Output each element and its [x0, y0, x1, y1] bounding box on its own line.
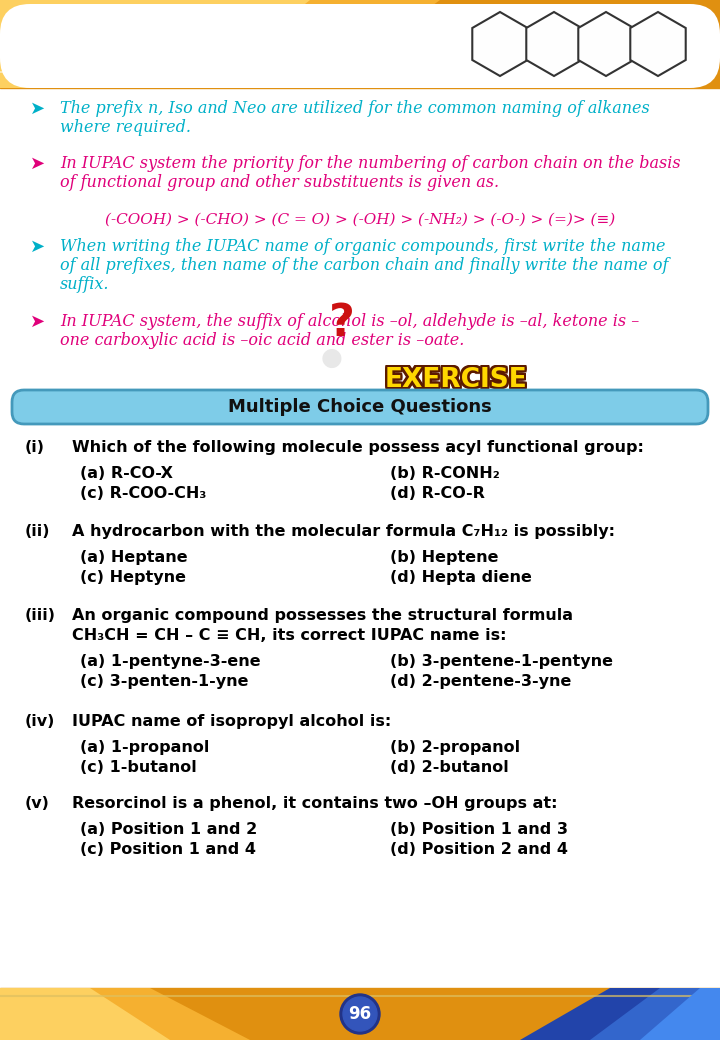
Text: EXERCISE: EXERCISE: [387, 367, 530, 393]
Text: 96: 96: [348, 1005, 372, 1023]
Text: EXERCISE: EXERCISE: [385, 365, 528, 391]
Text: An organic compound possesses the structural formula: An organic compound possesses the struct…: [72, 608, 573, 623]
Text: (a) Position 1 and 2: (a) Position 1 and 2: [80, 822, 257, 837]
Text: ➤: ➤: [30, 155, 45, 173]
Text: (b) 3-pentene-1-pentyne: (b) 3-pentene-1-pentyne: [390, 654, 613, 669]
Text: (a) 1-propanol: (a) 1-propanol: [80, 740, 210, 755]
Text: EXERCISE: EXERCISE: [386, 369, 528, 395]
Text: ●: ●: [321, 346, 343, 370]
Text: EXERCISE: EXERCISE: [383, 366, 526, 392]
Text: When writing the IUPAC name of organic compounds, first write the name: When writing the IUPAC name of organic c…: [60, 238, 665, 255]
Text: (a) 1-pentyne-3-ene: (a) 1-pentyne-3-ene: [80, 654, 261, 669]
Polygon shape: [590, 988, 720, 1040]
Text: EXERCISE: EXERCISE: [383, 369, 526, 395]
Text: (d) 2-butanol: (d) 2-butanol: [390, 760, 509, 775]
Text: CH₃CH = CH – C ≡ CH, its correct IUPAC name is:: CH₃CH = CH – C ≡ CH, its correct IUPAC n…: [72, 628, 506, 643]
Text: Which of the following molecule possess acyl functional group:: Which of the following molecule possess …: [72, 440, 644, 456]
Text: of all prefixes, then name of the carbon chain and finally write the name of: of all prefixes, then name of the carbon…: [60, 257, 668, 274]
Text: EXERCISE: EXERCISE: [384, 369, 527, 395]
Text: EXERCISE: EXERCISE: [384, 366, 527, 392]
Polygon shape: [578, 12, 634, 76]
Text: (b) Heptene: (b) Heptene: [390, 550, 498, 565]
Polygon shape: [0, 988, 170, 1040]
Polygon shape: [0, 988, 250, 1040]
Text: of functional group and other substituents is given as.: of functional group and other substituen…: [60, 174, 499, 191]
Text: EXERCISE: EXERCISE: [386, 368, 528, 394]
FancyBboxPatch shape: [0, 4, 720, 88]
Text: Multiple Choice Questions: Multiple Choice Questions: [228, 398, 492, 416]
Text: EXERCISE: EXERCISE: [384, 368, 527, 394]
Text: (c) 1-butanol: (c) 1-butanol: [80, 760, 197, 775]
Polygon shape: [630, 12, 685, 76]
Text: ➤: ➤: [30, 100, 45, 118]
Polygon shape: [0, 0, 440, 88]
Text: Resorcinol is a phenol, it contains two –OH groups at:: Resorcinol is a phenol, it contains two …: [72, 796, 557, 811]
Bar: [0, 0, 720, 88]
Text: (iv): (iv): [25, 714, 55, 729]
Text: EXERCISE: EXERCISE: [387, 369, 530, 395]
FancyBboxPatch shape: [12, 390, 708, 424]
Text: (d) R-CO-R: (d) R-CO-R: [390, 486, 485, 501]
Text: The prefix n, Iso and Neo are utilized for the common naming of alkanes: The prefix n, Iso and Neo are utilized f…: [60, 100, 649, 116]
Text: (c) Position 1 and 4: (c) Position 1 and 4: [80, 842, 256, 857]
Circle shape: [340, 994, 380, 1034]
Text: (ii): (ii): [25, 524, 50, 539]
Text: (-COOH) > (-CHO) > (C = O) > (-OH) > (-NH₂) > (-O-) > (=)> (≡): (-COOH) > (-CHO) > (C = O) > (-OH) > (-N…: [105, 213, 615, 227]
Text: (a) R-CO-X: (a) R-CO-X: [80, 466, 173, 480]
Text: one carboxylic acid is –oic acid and ester is –oate.: one carboxylic acid is –oic acid and est…: [60, 332, 464, 349]
Text: (v): (v): [25, 796, 50, 811]
Text: EXERCISE: EXERCISE: [384, 367, 527, 393]
Text: EXERCISE: EXERCISE: [387, 366, 530, 392]
Text: where required.: where required.: [60, 119, 191, 136]
Text: (c) 3-penten-1-yne: (c) 3-penten-1-yne: [80, 674, 248, 688]
Text: (c) Heptyne: (c) Heptyne: [80, 570, 186, 584]
Text: EXERCISE: EXERCISE: [383, 368, 526, 394]
Bar: [0, 988, 720, 1040]
Text: (iii): (iii): [25, 608, 56, 623]
Bar: [0, 88, 720, 988]
Polygon shape: [472, 12, 528, 76]
Text: IUPAC name of isopropyl alcohol is:: IUPAC name of isopropyl alcohol is:: [72, 714, 391, 729]
Text: (b) Position 1 and 3: (b) Position 1 and 3: [390, 822, 568, 837]
Text: EXERCISE: EXERCISE: [385, 367, 528, 393]
Text: ?: ?: [329, 302, 355, 345]
Text: A hydrocarbon with the molecular formula C₇H₁₂ is possibly:: A hydrocarbon with the molecular formula…: [72, 524, 615, 539]
Polygon shape: [0, 0, 310, 88]
Polygon shape: [640, 988, 720, 1040]
Text: EXERCISE: EXERCISE: [386, 366, 528, 392]
Polygon shape: [526, 12, 582, 76]
Text: EXERCISE: EXERCISE: [386, 367, 528, 393]
Text: (a) Heptane: (a) Heptane: [80, 550, 188, 565]
Polygon shape: [520, 988, 720, 1040]
Text: EXERCISE: EXERCISE: [384, 365, 527, 391]
Text: suffix.: suffix.: [60, 276, 109, 293]
Text: EXERCISE: EXERCISE: [386, 365, 528, 391]
Text: (i): (i): [25, 440, 45, 456]
Text: EXERCISE: EXERCISE: [385, 369, 528, 395]
Text: (d) Position 2 and 4: (d) Position 2 and 4: [390, 842, 568, 857]
Text: EXERCISE: EXERCISE: [383, 365, 526, 391]
Text: (d) Hepta diene: (d) Hepta diene: [390, 570, 532, 584]
Text: EXERCISE: EXERCISE: [385, 366, 528, 392]
Text: (c) R-COO-CH₃: (c) R-COO-CH₃: [80, 486, 207, 501]
Circle shape: [322, 348, 342, 368]
Text: (b) 2-propanol: (b) 2-propanol: [390, 740, 520, 755]
Text: EXERCISE: EXERCISE: [385, 368, 528, 394]
Text: EXERCISE: EXERCISE: [387, 368, 530, 394]
Text: EXERCISE: EXERCISE: [387, 365, 530, 391]
Text: (b) R-CONH₂: (b) R-CONH₂: [390, 466, 500, 480]
Text: EXERCISE: EXERCISE: [383, 367, 526, 393]
Text: ➤: ➤: [30, 313, 45, 331]
Text: (d) 2-pentene-3-yne: (d) 2-pentene-3-yne: [390, 674, 572, 688]
Circle shape: [343, 997, 377, 1031]
Text: ➤: ➤: [30, 238, 45, 256]
Text: In IUPAC system, the suffix of alcohol is –ol, aldehyde is –al, ketone is –: In IUPAC system, the suffix of alcohol i…: [60, 313, 639, 330]
Text: In IUPAC system the priority for the numbering of carbon chain on the basis: In IUPAC system the priority for the num…: [60, 155, 680, 172]
